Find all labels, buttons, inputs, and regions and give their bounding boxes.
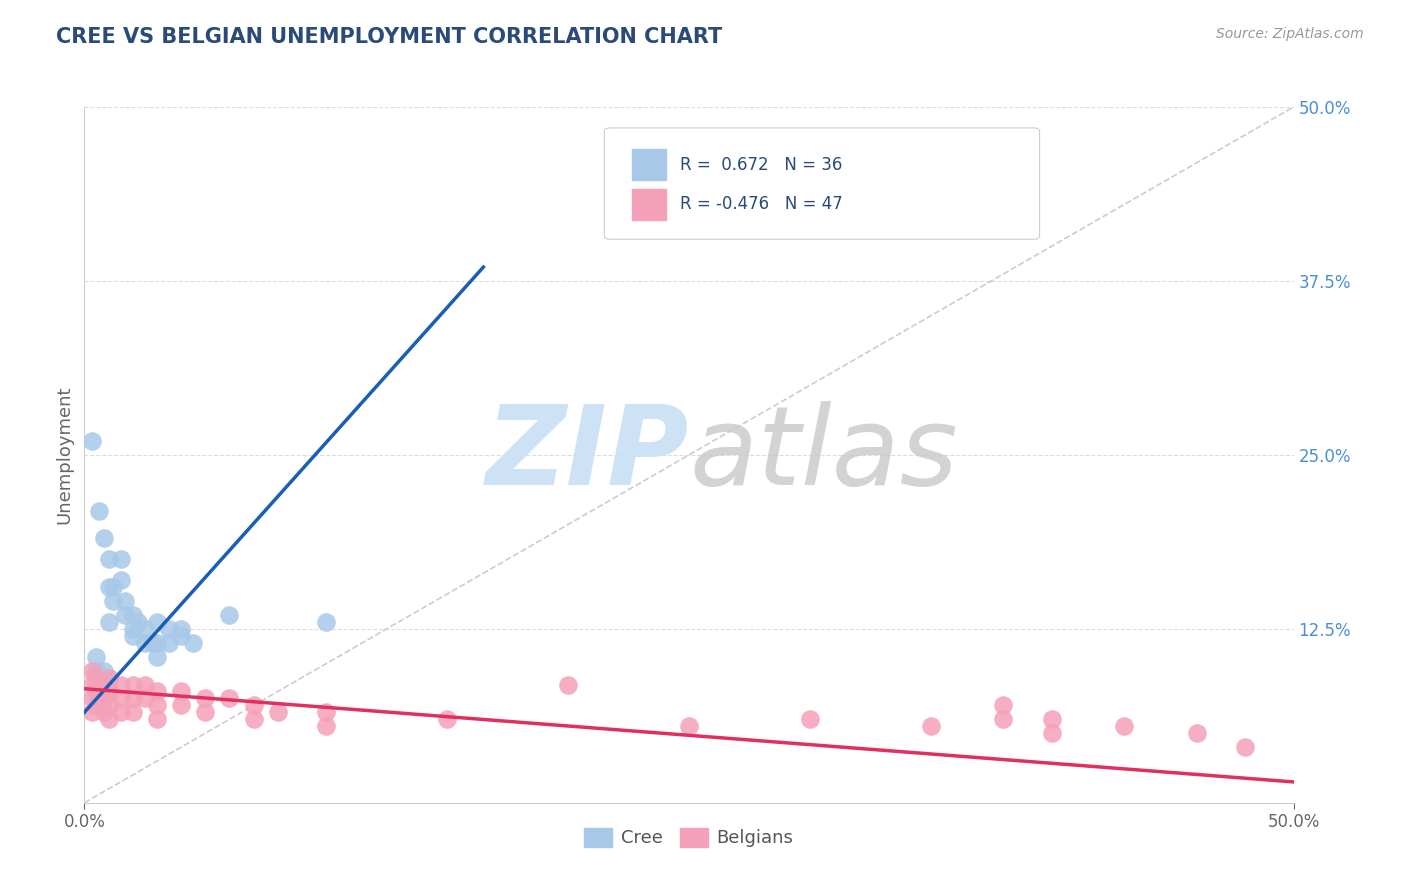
Point <box>93 691 115 706</box>
Point <box>157 636 180 650</box>
Text: ZIP: ZIP <box>485 401 689 508</box>
Point <box>110 691 132 706</box>
Point <box>86 664 108 678</box>
Point <box>678 719 700 733</box>
Point <box>218 607 240 622</box>
Point <box>134 677 156 691</box>
Point <box>127 615 149 629</box>
Point <box>103 580 125 594</box>
Point <box>80 434 103 448</box>
Point <box>121 706 143 720</box>
Point <box>267 706 290 720</box>
Point <box>110 677 132 691</box>
Point <box>93 677 115 691</box>
Point <box>799 712 821 726</box>
Bar <box>633 149 666 180</box>
Point <box>181 636 204 650</box>
Point <box>97 698 120 713</box>
Point <box>218 691 240 706</box>
Y-axis label: Unemployment: Unemployment <box>55 385 73 524</box>
Point <box>242 712 264 726</box>
Point <box>93 706 115 720</box>
Point <box>1114 719 1136 733</box>
Text: atlas: atlas <box>689 401 957 508</box>
Point <box>993 698 1015 713</box>
Point <box>170 622 193 636</box>
Point <box>315 615 337 629</box>
Point <box>146 636 169 650</box>
Point <box>97 552 120 566</box>
Point <box>170 629 193 643</box>
Point <box>114 607 136 622</box>
Point <box>114 594 136 608</box>
Point <box>97 684 120 698</box>
Point <box>80 691 103 706</box>
Point <box>110 552 132 566</box>
Bar <box>633 189 666 220</box>
Point <box>97 712 120 726</box>
Point <box>80 706 103 720</box>
Point <box>146 649 169 664</box>
Point <box>170 684 193 698</box>
Text: Source: ZipAtlas.com: Source: ZipAtlas.com <box>1216 27 1364 41</box>
Point <box>1040 726 1063 740</box>
Text: CREE VS BELGIAN UNEMPLOYMENT CORRELATION CHART: CREE VS BELGIAN UNEMPLOYMENT CORRELATION… <box>56 27 723 46</box>
Point <box>121 622 143 636</box>
Point <box>97 671 120 685</box>
Point <box>170 698 193 713</box>
FancyBboxPatch shape <box>605 128 1039 239</box>
Point <box>86 677 108 691</box>
Point <box>436 712 458 726</box>
Point <box>315 706 337 720</box>
Point <box>97 684 120 698</box>
Text: R =  0.672   N = 36: R = 0.672 N = 36 <box>681 156 842 174</box>
Point <box>1040 712 1063 726</box>
Point <box>134 622 156 636</box>
Point <box>87 503 110 517</box>
Point <box>315 719 337 733</box>
Point <box>80 677 103 691</box>
Point <box>86 649 108 664</box>
Point <box>134 636 156 650</box>
Point <box>121 677 143 691</box>
Point <box>141 636 163 650</box>
Point <box>97 580 120 594</box>
Point <box>86 698 108 713</box>
Point <box>97 671 120 685</box>
Point <box>93 664 115 678</box>
Point <box>110 706 132 720</box>
Point <box>1234 740 1257 755</box>
Point <box>93 677 115 691</box>
Point <box>157 622 180 636</box>
Point <box>80 664 103 678</box>
Point <box>121 691 143 706</box>
Text: R = -0.476   N = 47: R = -0.476 N = 47 <box>681 195 844 213</box>
Point <box>121 629 143 643</box>
Point <box>93 532 115 546</box>
Point <box>103 594 125 608</box>
Point <box>134 691 156 706</box>
Point <box>1185 726 1208 740</box>
Legend: Cree, Belgians: Cree, Belgians <box>579 822 799 853</box>
Point <box>146 615 169 629</box>
Point <box>86 671 108 685</box>
Point <box>146 712 169 726</box>
Point <box>97 615 120 629</box>
Point <box>557 677 579 691</box>
Point <box>146 698 169 713</box>
Point <box>242 698 264 713</box>
Point <box>146 684 169 698</box>
Point <box>194 691 217 706</box>
Point <box>121 607 143 622</box>
Point <box>920 719 942 733</box>
Point <box>993 712 1015 726</box>
Point <box>110 573 132 587</box>
Point <box>86 684 108 698</box>
Point <box>194 706 217 720</box>
